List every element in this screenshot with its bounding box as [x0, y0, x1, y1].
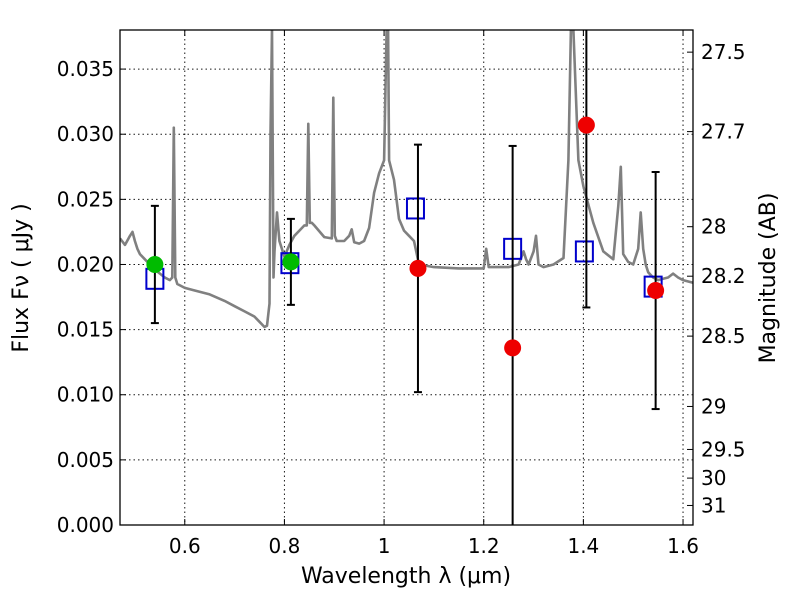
y2-tick-label: 29.5	[701, 437, 746, 461]
y-tick-label: 0.005	[57, 448, 114, 472]
measurement-point	[577, 116, 595, 134]
y2-tick-label: 28.5	[701, 324, 746, 348]
x-tick-label: 0.6	[169, 534, 201, 558]
y-tick-label: 0.010	[57, 383, 114, 407]
x-tick-label: 1.2	[468, 534, 500, 558]
measurement-point	[504, 339, 522, 357]
markers-layer	[145, 30, 665, 525]
spectrum-line	[120, 30, 693, 329]
y-tick-label: 0.035	[57, 57, 114, 81]
y-tick-label: 0.015	[57, 318, 114, 342]
x-tick-label: 0.8	[269, 534, 301, 558]
plot-frame	[119, 29, 694, 526]
y-tick-label: 0.025	[57, 187, 114, 211]
y2-tick-label: 28	[701, 215, 726, 239]
y-tick-label: 0.030	[57, 122, 114, 146]
grid-lines	[120, 30, 693, 525]
model-photometry-square	[405, 197, 425, 220]
y2-axis-title: Magnitude (AB)	[756, 193, 781, 364]
y-tick-label: 0.020	[57, 252, 114, 276]
measurement-point	[647, 282, 665, 300]
x-tick-label: 1	[378, 534, 391, 558]
x-tick-label: 1.4	[567, 534, 599, 558]
y-tick-label: 0.000	[57, 513, 114, 537]
y2-tick-label: 29	[701, 394, 726, 418]
y2-tick-label: 28.2	[701, 264, 746, 288]
x-tick-label: 1.6	[667, 534, 699, 558]
y2-tick-label: 27.5	[701, 40, 746, 64]
tick-labels: 0.6 0.8 1 1.2 1.4 1.6 0.000 0.005 0.010 0.015 0.02…	[57, 40, 746, 558]
y2-tick-label: 27.7	[701, 120, 746, 144]
detection-point	[146, 255, 164, 273]
y2-tick-label: 30	[701, 466, 726, 490]
y2-tick-label: 31	[701, 493, 726, 517]
measurement-point	[409, 259, 427, 277]
x-axis-title: Wavelength λ (μm)	[301, 564, 511, 589]
model-photometry-square	[574, 240, 594, 263]
series-layer	[120, 30, 693, 329]
detection-point	[282, 253, 300, 271]
tick-marks	[120, 30, 693, 526]
y-axis-title: Flux Fν ( μJy )	[9, 203, 34, 352]
